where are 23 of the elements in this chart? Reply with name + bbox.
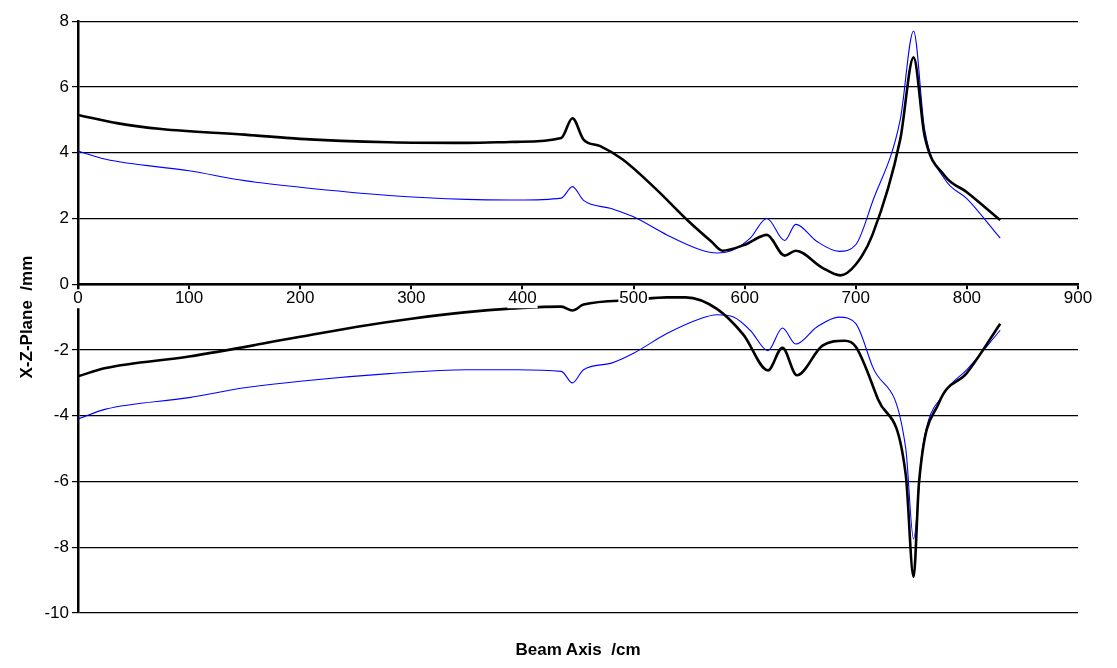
- line-series: [77, 314, 1001, 540]
- x-axis-title: Beam Axis /cm: [515, 640, 641, 660]
- y-tick-label: 8: [59, 10, 69, 30]
- y-tick-label: 0: [59, 273, 69, 293]
- x-tick-label: 300: [397, 288, 426, 308]
- y-tick-label: -6: [53, 471, 69, 491]
- y-tick-label: 4: [59, 142, 69, 162]
- y-tick-label: 2: [59, 208, 69, 228]
- y-tick-label: -2: [53, 339, 69, 359]
- y-tick-label: -8: [53, 536, 69, 556]
- y-tick-label: -4: [53, 405, 69, 425]
- y-tick-label: 6: [59, 76, 69, 96]
- x-tick-label: 700: [841, 288, 870, 308]
- x-tick-label: 100: [174, 288, 204, 308]
- x-tick-label: 900: [1063, 288, 1093, 308]
- x-tick-label: 400: [508, 288, 537, 308]
- x-tick-label: 200: [286, 288, 315, 308]
- y-axis-title: X-Z-Plane /mm: [16, 255, 36, 379]
- y-tick-label: -10: [44, 602, 69, 622]
- x-tick-label: 800: [952, 288, 982, 308]
- x-tick-label: 0: [73, 288, 83, 308]
- line-series: [77, 30, 1001, 254]
- x-tick-label: 600: [730, 288, 759, 308]
